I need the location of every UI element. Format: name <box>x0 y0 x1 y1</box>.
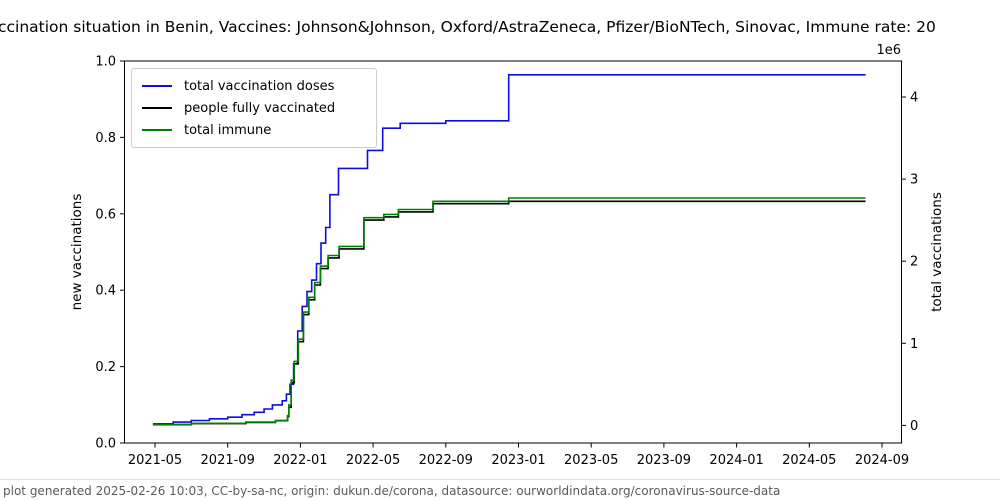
svg-text:0.6: 0.6 <box>95 207 116 222</box>
svg-text:2022-09: 2022-09 <box>419 453 473 468</box>
svg-text:2022-01: 2022-01 <box>273 453 327 468</box>
legend: total vaccination doses people fully vac… <box>131 68 377 148</box>
plot-generated-content: 0.0 0.2 0.4 0.6 0.8 1.0 0 1 2 3 4 2021-05 2021-09 202… <box>95 55 918 469</box>
svg-text:4: 4 <box>910 91 918 106</box>
right-axis-label: total vaccinations <box>929 192 945 312</box>
legend-label: total immune <box>184 122 272 138</box>
svg-text:0.4: 0.4 <box>95 284 116 299</box>
footer-divider <box>0 479 1000 480</box>
svg-text:2021-05: 2021-05 <box>128 453 182 468</box>
svg-text:2023-09: 2023-09 <box>637 453 691 468</box>
svg-text:0.2: 0.2 <box>95 360 116 375</box>
legend-item-total-vaccination-doses: total vaccination doses <box>142 75 366 97</box>
legend-item-total-immune: total immune <box>142 119 366 141</box>
svg-text:0.0: 0.0 <box>95 437 116 452</box>
legend-label: total vaccination doses <box>184 78 335 94</box>
svg-text:0.8: 0.8 <box>95 131 116 146</box>
svg-text:1.0: 1.0 <box>95 55 116 70</box>
svg-text:2: 2 <box>910 255 918 270</box>
svg-text:3: 3 <box>910 173 918 188</box>
legend-line-green <box>142 129 172 131</box>
chart-title: ccination situation in Benin, Vaccines: … <box>0 18 936 36</box>
footer-credit: plot generated 2025-02-26 10:03, CC-by-s… <box>3 484 781 498</box>
axis-offset-multiplier: 1e6 <box>876 43 901 58</box>
svg-text:2024-09: 2024-09 <box>855 453 909 468</box>
left-axis-label: new vaccinations <box>69 194 85 311</box>
legend-label: people fully vaccinated <box>184 100 336 116</box>
svg-text:2021-09: 2021-09 <box>201 453 255 468</box>
svg-text:2024-05: 2024-05 <box>782 453 836 468</box>
svg-text:1: 1 <box>910 337 918 352</box>
svg-text:2023-05: 2023-05 <box>564 453 618 468</box>
svg-text:0: 0 <box>910 419 918 434</box>
legend-line-blue <box>142 85 172 87</box>
legend-line-black <box>142 107 172 109</box>
svg-text:2024-01: 2024-01 <box>709 453 763 468</box>
legend-item-people-fully-vaccinated: people fully vaccinated <box>142 97 366 119</box>
svg-text:2023-01: 2023-01 <box>491 453 545 468</box>
svg-text:2022-05: 2022-05 <box>346 453 400 468</box>
